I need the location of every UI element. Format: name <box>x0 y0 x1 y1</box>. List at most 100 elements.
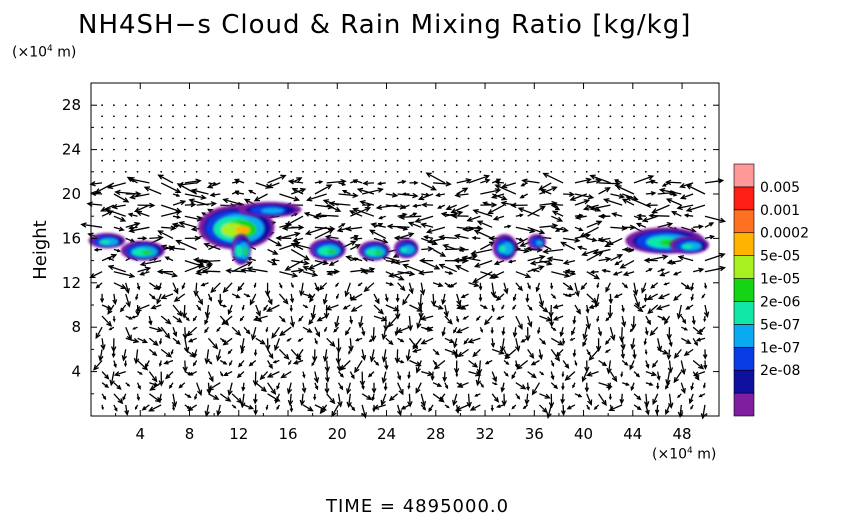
wind-vector <box>621 115 624 118</box>
wind-vector <box>621 315 627 328</box>
wind-vector <box>395 304 401 320</box>
wind-vector <box>125 237 136 243</box>
wind-vector <box>598 187 611 195</box>
wind-vector <box>308 260 327 270</box>
y-tick-label: 4 <box>71 363 81 381</box>
wind-vector <box>139 259 162 267</box>
wind-vector <box>302 126 304 129</box>
wind-vector <box>500 382 505 393</box>
wind-vector <box>478 282 483 291</box>
wind-vector <box>562 360 570 370</box>
colorbar-swatch <box>733 301 755 325</box>
wind-vector <box>609 159 612 162</box>
wind-vector <box>609 115 612 118</box>
x-tick-label: 4 <box>135 425 145 443</box>
wind-vector <box>574 282 580 298</box>
wind-vector <box>259 371 269 381</box>
wind-vector <box>443 137 446 140</box>
wind-vector <box>644 170 647 173</box>
wind-vector <box>703 316 707 323</box>
wind-vector <box>397 192 419 199</box>
wind-vector <box>113 404 118 412</box>
wind-vector <box>421 202 434 208</box>
wind-vector <box>456 187 469 195</box>
wind-vector <box>160 182 182 194</box>
wind-vector <box>408 115 411 118</box>
wind-vector <box>668 137 671 140</box>
wind-vector <box>538 148 541 151</box>
wind-vector <box>289 404 294 413</box>
wind-vector <box>215 349 222 362</box>
y-unit-suffix: m) <box>52 44 77 61</box>
wind-vector <box>187 337 197 343</box>
wind-vector <box>467 148 470 151</box>
wind-vector <box>184 393 192 399</box>
wind-vector <box>514 338 521 353</box>
wind-vector <box>539 393 551 399</box>
wind-vector <box>302 137 304 140</box>
wind-vector <box>531 382 541 396</box>
wind-vector <box>319 404 328 415</box>
wind-vector <box>468 359 479 368</box>
wind-vector <box>681 337 692 344</box>
wind-vector <box>243 148 245 151</box>
x-tick-label: 12 <box>229 425 248 443</box>
wind-vector <box>349 126 352 129</box>
wind-vector <box>361 349 367 362</box>
wind-vector <box>204 326 210 334</box>
wind-vector <box>278 293 289 305</box>
wind-vector <box>402 293 410 306</box>
wind-vector <box>113 226 125 232</box>
wind-vector <box>266 371 280 378</box>
wind-vector <box>219 137 222 140</box>
wind-vector <box>158 282 162 291</box>
wind-vector <box>552 304 564 309</box>
wind-vector <box>367 371 375 378</box>
wind-vector <box>348 210 363 217</box>
wind-vector <box>171 393 178 408</box>
wind-vector <box>510 202 528 209</box>
wind-vector <box>656 137 659 140</box>
wind-vector <box>564 268 575 274</box>
wind-vector <box>550 349 561 362</box>
wind-vector <box>620 349 626 360</box>
wind-vector <box>643 293 648 303</box>
wind-vector <box>692 337 699 347</box>
wind-vector <box>188 198 209 206</box>
wind-vector <box>527 282 531 290</box>
wind-vector <box>113 159 115 162</box>
wind-vector <box>503 371 509 377</box>
wind-vector <box>692 148 695 151</box>
wind-vector <box>109 371 115 387</box>
wind-vector <box>246 266 268 273</box>
wind-vector <box>491 104 494 107</box>
wind-vector <box>574 226 584 232</box>
wind-vector <box>569 193 587 202</box>
wind-vector <box>219 126 222 129</box>
wind-vector <box>582 327 588 341</box>
wind-vector <box>387 315 399 328</box>
wind-vector <box>560 393 566 405</box>
wind-vector <box>585 159 588 162</box>
wind-vector <box>113 170 115 173</box>
wind-vector <box>204 315 210 326</box>
wind-vector <box>407 393 413 408</box>
wind-vector <box>609 137 612 140</box>
wind-vector <box>564 371 576 381</box>
wind-vector <box>93 360 103 371</box>
wind-vector <box>633 393 642 401</box>
wind-vector <box>172 159 174 162</box>
wind-vector <box>137 202 156 209</box>
wind-vector <box>178 221 197 228</box>
wind-vector <box>455 126 458 129</box>
wind-vector <box>101 148 103 151</box>
x-axis-unit: (×104 m) <box>652 446 716 463</box>
wind-vector <box>454 192 469 198</box>
wind-vector <box>585 315 591 330</box>
wind-vector <box>209 192 221 198</box>
wind-vector <box>160 204 183 213</box>
wind-vector <box>598 359 608 367</box>
wind-vector <box>168 382 174 389</box>
wind-vector <box>668 170 671 173</box>
wind-vector <box>680 382 686 395</box>
